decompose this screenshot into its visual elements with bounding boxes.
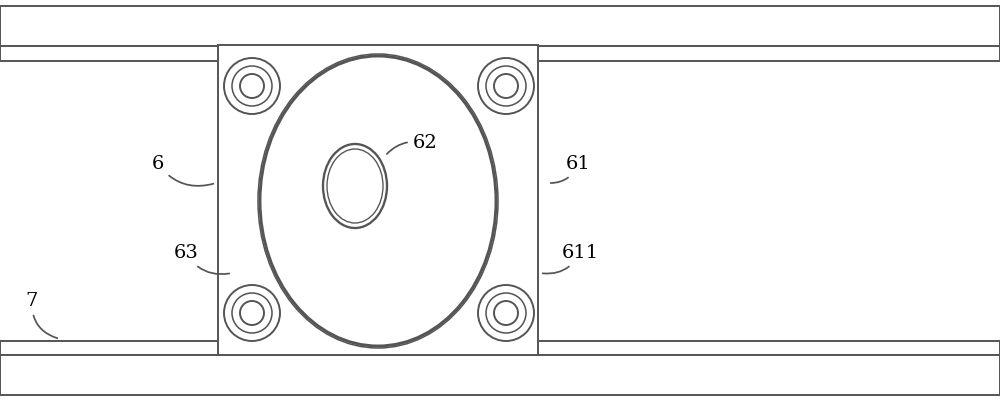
Bar [0, 46, 1000, 61]
Circle shape [224, 285, 280, 341]
Circle shape [224, 58, 280, 114]
Circle shape [478, 58, 534, 114]
Bar [0, 341, 1000, 355]
Text: 61: 61 [551, 155, 590, 183]
Ellipse shape [260, 56, 496, 346]
Text: 7: 7 [26, 292, 57, 338]
Circle shape [478, 285, 534, 341]
Bar [218, 45, 538, 355]
Text: 63: 63 [174, 244, 229, 274]
Ellipse shape [323, 144, 387, 228]
Bar [0, 355, 1000, 395]
Text: 611: 611 [543, 244, 599, 273]
Text: 6: 6 [152, 155, 213, 186]
Text: 62: 62 [387, 134, 437, 154]
Bar [0, 6, 1000, 46]
